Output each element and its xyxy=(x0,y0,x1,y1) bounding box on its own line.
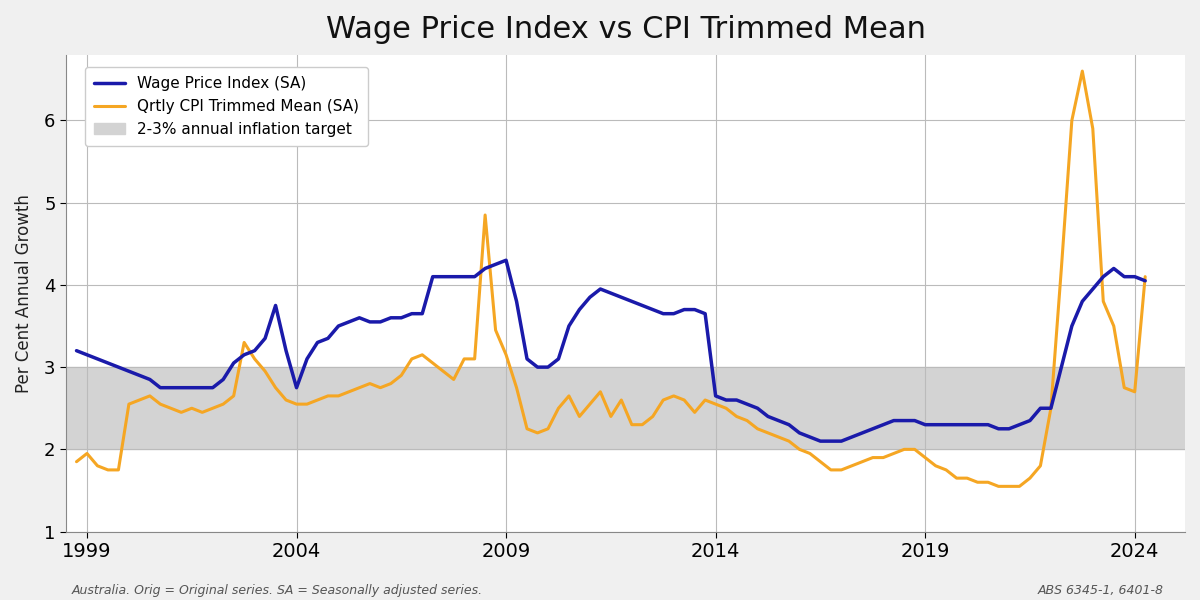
Wage Price Index (SA) xyxy=(70,347,84,354)
Qrtly CPI Trimmed Mean (SA) xyxy=(1054,265,1068,272)
Qrtly CPI Trimmed Mean (SA) xyxy=(688,409,702,416)
Wage Price Index (SA) xyxy=(362,319,377,326)
Qrtly CPI Trimmed Mean (SA) xyxy=(1022,475,1037,482)
Wage Price Index (SA) xyxy=(1054,364,1068,371)
Wage Price Index (SA) xyxy=(814,437,828,445)
Qrtly CPI Trimmed Mean (SA) xyxy=(362,380,377,387)
Wage Price Index (SA) xyxy=(1138,277,1152,284)
Wage Price Index (SA) xyxy=(499,257,514,264)
Wage Price Index (SA) xyxy=(1086,286,1100,293)
Qrtly CPI Trimmed Mean (SA) xyxy=(991,483,1006,490)
Qrtly CPI Trimmed Mean (SA) xyxy=(1044,404,1058,412)
Line: Wage Price Index (SA): Wage Price Index (SA) xyxy=(77,260,1145,441)
Qrtly CPI Trimmed Mean (SA) xyxy=(1075,68,1090,75)
Title: Wage Price Index vs CPI Trimmed Mean: Wage Price Index vs CPI Trimmed Mean xyxy=(325,15,925,44)
Bar xyxy=(66,367,1186,449)
Text: Australia. Orig = Original series. SA = Seasonally adjusted series.: Australia. Orig = Original series. SA = … xyxy=(72,584,484,597)
Qrtly CPI Trimmed Mean (SA) xyxy=(70,458,84,465)
Text: ABS 6345-1, 6401-8: ABS 6345-1, 6401-8 xyxy=(1038,584,1164,597)
Line: Qrtly CPI Trimmed Mean (SA): Qrtly CPI Trimmed Mean (SA) xyxy=(77,71,1145,487)
Qrtly CPI Trimmed Mean (SA) xyxy=(1086,125,1100,132)
Legend: Wage Price Index (SA), Qrtly CPI Trimmed Mean (SA), 2-3% annual inflation target: Wage Price Index (SA), Qrtly CPI Trimmed… xyxy=(85,67,368,146)
Y-axis label: Per Cent Annual Growth: Per Cent Annual Growth xyxy=(14,194,32,392)
Qrtly CPI Trimmed Mean (SA) xyxy=(1138,273,1152,280)
Wage Price Index (SA) xyxy=(1033,404,1048,412)
Wage Price Index (SA) xyxy=(1064,322,1079,329)
Wage Price Index (SA) xyxy=(698,310,713,317)
